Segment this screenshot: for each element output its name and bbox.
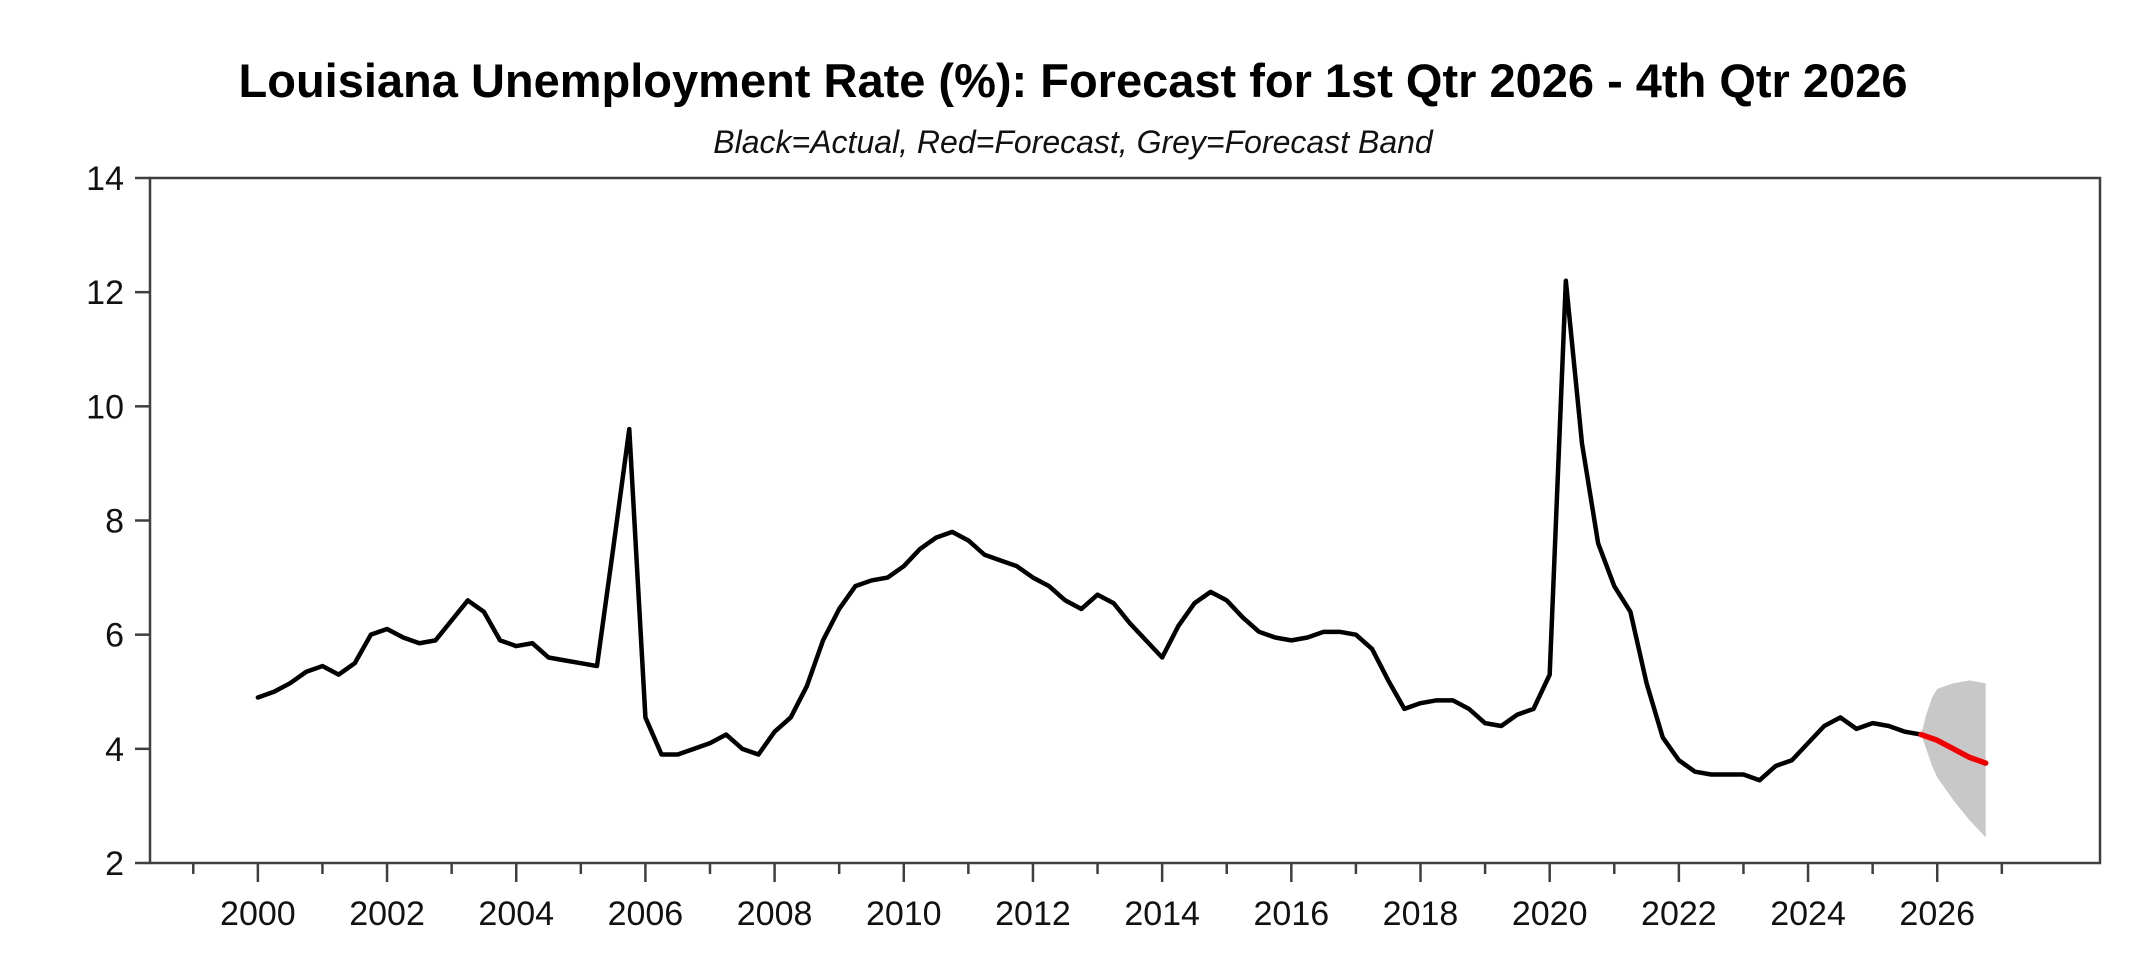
chart-title: Louisiana Unemployment Rate (%): Forecas… [239, 54, 1908, 107]
y-tick-label: 4 [105, 731, 124, 769]
forecast-band [1921, 680, 1986, 838]
y-tick-label: 2 [105, 845, 124, 883]
y-tick-label: 8 [105, 503, 124, 541]
plot-frame [148, 176, 2102, 865]
x-tick-label: 2014 [1124, 895, 1200, 933]
x-tick-label: 2026 [1899, 895, 1975, 933]
y-axis: 2 4 6 8 10 12 14 [86, 160, 150, 883]
x-tick-label: 2016 [1254, 895, 1330, 933]
x-tick-label: 2010 [866, 895, 942, 933]
forecast-series [1918, 731, 1989, 766]
x-tick-label: 2024 [1770, 895, 1846, 933]
y-tick-label: 10 [86, 388, 124, 426]
x-tick-label: 2022 [1641, 895, 1717, 933]
x-tick-label: 2002 [349, 895, 425, 933]
x-tick-label: 2018 [1383, 895, 1459, 933]
chart-subtitle: Black=Actual, Red=Forecast, Grey=Forecas… [713, 124, 1434, 160]
forecast-line [1918, 731, 1989, 766]
x-axis: 2000 2002 2004 2006 2008 2010 2012 2014 2016 2018… [192, 863, 2004, 933]
actual-series [255, 278, 1924, 783]
actual-line [255, 278, 1924, 783]
x-tick-label: 2008 [737, 895, 813, 933]
x-tick-label: 2004 [478, 895, 554, 933]
x-tick-label: 2000 [220, 895, 296, 933]
x-tick-label: 2012 [995, 895, 1071, 933]
y-tick-label: 12 [86, 274, 124, 312]
forecast-band-shape [1921, 680, 1986, 838]
x-tick-label: 2020 [1512, 895, 1588, 933]
y-tick-label: 14 [86, 160, 124, 198]
plot-frame-rect [148, 176, 2102, 865]
x-tick-label: 2006 [608, 895, 684, 933]
y-tick-label: 6 [105, 617, 124, 655]
